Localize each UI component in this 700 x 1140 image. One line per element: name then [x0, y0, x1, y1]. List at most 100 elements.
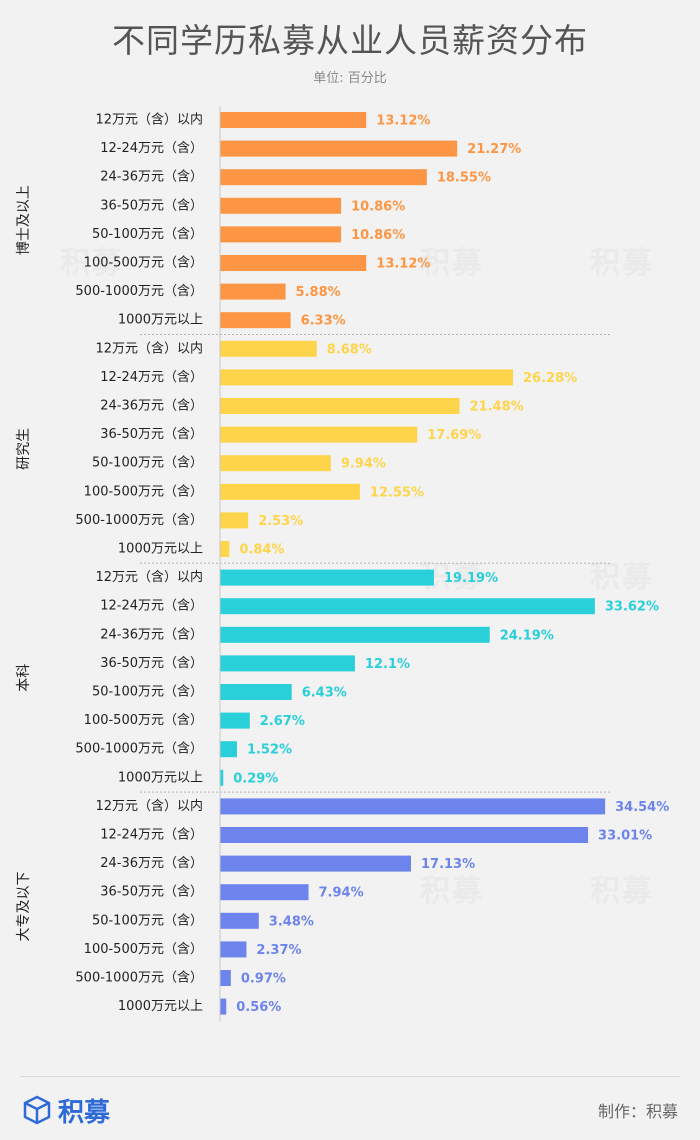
- bar: [220, 226, 342, 243]
- bar: [220, 340, 317, 357]
- group-label: 大专及以下: [16, 872, 32, 942]
- group-label: 博士及以上: [15, 185, 32, 255]
- bar: [220, 426, 418, 443]
- data-label: 26.28%: [523, 371, 577, 386]
- watermark: 积募: [60, 246, 124, 281]
- data-label: 17.13%: [421, 857, 475, 872]
- data-label: 18.55%: [437, 171, 491, 186]
- data-label: 21.48%: [470, 400, 524, 415]
- data-label: 2.67%: [260, 714, 305, 729]
- bar: [220, 941, 247, 958]
- brand-logo: 积募: [22, 1090, 110, 1130]
- data-label: 8.68%: [327, 342, 372, 357]
- bar: [220, 369, 514, 386]
- watermark: 积募: [420, 874, 484, 909]
- data-label: 12.55%: [370, 485, 424, 500]
- data-label: 6.33%: [301, 314, 346, 329]
- bar: [220, 169, 427, 186]
- category-tick-label: 36-50万元（含）: [100, 426, 203, 442]
- category-tick-label: 12万元（含）以内: [95, 340, 203, 356]
- bar: [220, 455, 331, 472]
- cube-logo-icon: [23, 1095, 51, 1125]
- bar: [220, 684, 292, 700]
- bar: [220, 283, 286, 300]
- bar: [220, 626, 490, 643]
- bar: [220, 998, 227, 1015]
- category-tick-label: 12-24万元（含）: [100, 827, 203, 843]
- brand-name: 积募: [58, 1097, 111, 1128]
- category-tick-label: 100-500万元（含）: [84, 483, 203, 499]
- bar: [220, 197, 342, 214]
- data-label: 0.84%: [239, 543, 284, 558]
- category-tick-label: 500-1000万元（含）: [75, 970, 203, 986]
- bar: [220, 912, 259, 929]
- category-tick-label: 1000万元以上: [118, 542, 203, 557]
- category-tick-label: 1000万元以上: [118, 999, 203, 1014]
- data-label: 17.69%: [427, 428, 481, 443]
- category-tick-label: 12-24万元（含）: [100, 598, 203, 614]
- category-tick-label: 100-500万元（含）: [84, 941, 203, 957]
- bar: [220, 769, 224, 786]
- category-tick-label: 24-36万元（含）: [100, 626, 203, 642]
- category-tick-label: 12万元（含）以内: [95, 798, 203, 814]
- data-label: 10.86%: [351, 199, 405, 214]
- bar: [220, 255, 367, 271]
- data-label: 2.53%: [258, 514, 303, 529]
- footer-divider: [20, 1076, 680, 1077]
- category-tick-label: 24-36万元（含）: [100, 855, 203, 871]
- category-tick-label: 50-100万元（含）: [92, 455, 203, 471]
- data-label: 21.27%: [467, 142, 521, 157]
- data-label: 19.19%: [444, 571, 498, 586]
- category-tick-label: 500-1000万元（含）: [75, 741, 203, 757]
- category-tick-label: 36-50万元（含）: [100, 197, 203, 213]
- category-tick-label: 12-24万元（含）: [100, 140, 203, 156]
- bar: [220, 798, 606, 815]
- data-label: 13.12%: [376, 114, 430, 129]
- data-label: 13.12%: [376, 257, 430, 272]
- data-label: 0.97%: [241, 972, 286, 987]
- category-tick-label: 100-500万元（含）: [84, 255, 203, 271]
- data-label: 0.56%: [236, 1000, 281, 1015]
- data-label: 33.62%: [605, 600, 659, 615]
- group-label: 本科: [16, 664, 32, 692]
- data-label: 33.01%: [598, 829, 652, 844]
- data-label: 3.48%: [269, 914, 314, 929]
- bar: [220, 827, 589, 843]
- data-label: 1.52%: [247, 743, 292, 758]
- data-label: 34.54%: [615, 800, 669, 815]
- category-tick-label: 36-50万元（含）: [100, 884, 203, 900]
- bar: [220, 970, 231, 986]
- bar: [220, 855, 411, 872]
- bar-chart: 博士及以上 12万元（含）以内 13.12% 12-24万元（含） 21.27% 24-3…: [15, 106, 669, 1022]
- bar: [220, 483, 360, 500]
- category-tick-label: 1000万元以上: [118, 770, 203, 785]
- bar: [220, 140, 458, 157]
- data-label: 2.37%: [256, 943, 301, 958]
- watermark: 积募: [590, 874, 654, 909]
- data-label: 5.88%: [296, 285, 341, 300]
- category-tick-label: 12万元（含）以内: [95, 112, 203, 128]
- data-label: 12.1%: [365, 657, 410, 672]
- category-tick-label: 1000万元以上: [118, 313, 203, 328]
- data-label: 24.19%: [500, 628, 554, 643]
- bar: [220, 541, 230, 557]
- category-tick-label: 500-1000万元（含）: [75, 512, 203, 528]
- data-label: 7.94%: [319, 886, 364, 901]
- chart-subtitle: 单位: 百分比: [313, 71, 387, 86]
- category-tick-label: 50-100万元（含）: [92, 226, 203, 242]
- bar: [220, 712, 250, 729]
- data-label: 10.86%: [351, 228, 405, 243]
- data-label: 9.94%: [341, 457, 386, 472]
- category-tick-label: 36-50万元（含）: [100, 655, 203, 671]
- category-tick-label: 24-36万元（含）: [100, 398, 203, 414]
- category-tick-label: 100-500万元（含）: [84, 712, 203, 728]
- watermark: 积募: [590, 246, 654, 281]
- data-label: 0.29%: [233, 771, 278, 786]
- bar: [220, 112, 367, 128]
- group-label: 研究生: [16, 428, 32, 470]
- chart-title: 不同学历私募从业人员薪资分布: [112, 21, 588, 60]
- category-tick-label: 50-100万元（含）: [92, 684, 203, 700]
- category-tick-label: 12万元（含）以内: [95, 569, 203, 585]
- bar: [220, 741, 237, 758]
- category-tick-label: 24-36万元（含）: [100, 169, 203, 185]
